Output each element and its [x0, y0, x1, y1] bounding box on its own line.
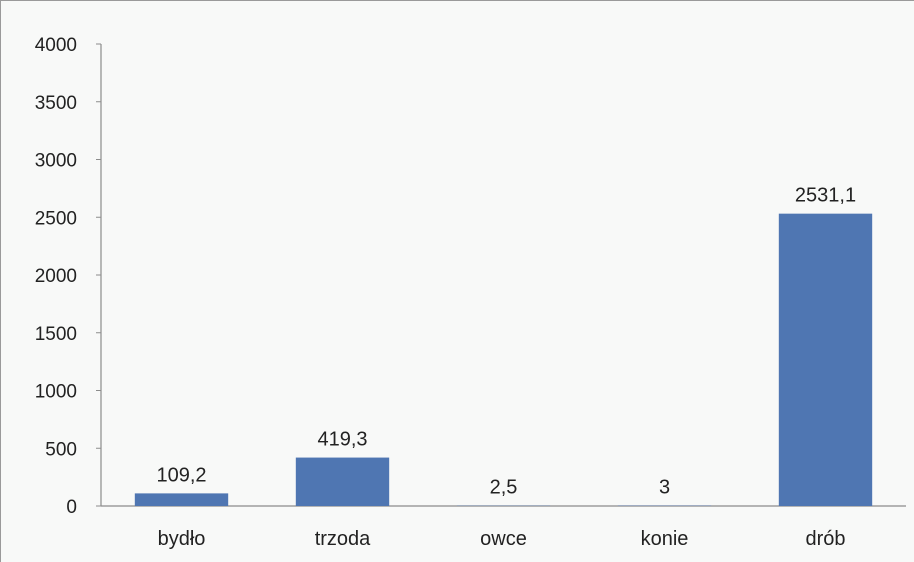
bar-0 [134, 493, 229, 506]
y-tick-label: 3500 [35, 93, 77, 114]
label-layer: 109,2 bydło 419,3 trzoda 2,5 owce 3 konie 2531,1… [156, 185, 856, 550]
y-tick-label: 500 [45, 439, 77, 460]
y-tick-label: 2500 [35, 208, 77, 229]
bar-1 [295, 457, 390, 506]
y-tick-label: 4000 [35, 35, 77, 56]
data-label: 109,2 [156, 464, 206, 486]
data-label: 3 [659, 477, 670, 499]
x-category-label: bydło [158, 528, 206, 550]
y-tick-label: 3000 [35, 151, 77, 172]
x-category-label: drób [805, 528, 845, 550]
y-tick-label: 2000 [35, 266, 77, 287]
axis-layer: 0 500 1000 1500 2000 2500 3000 3500 4000 [35, 35, 906, 518]
x-category-label: trzoda [315, 528, 371, 550]
y-tick-label: 1000 [35, 382, 77, 403]
data-label: 2,5 [490, 477, 518, 499]
y-tick-label: 1500 [35, 324, 77, 345]
bar-4 [778, 213, 873, 506]
y-tick-label: 0 [66, 497, 77, 518]
data-label: 2531,1 [795, 185, 856, 207]
bar-layer [134, 213, 873, 506]
x-category-label: owce [480, 528, 527, 550]
data-label: 419,3 [317, 429, 367, 451]
x-category-label: konie [641, 528, 689, 550]
